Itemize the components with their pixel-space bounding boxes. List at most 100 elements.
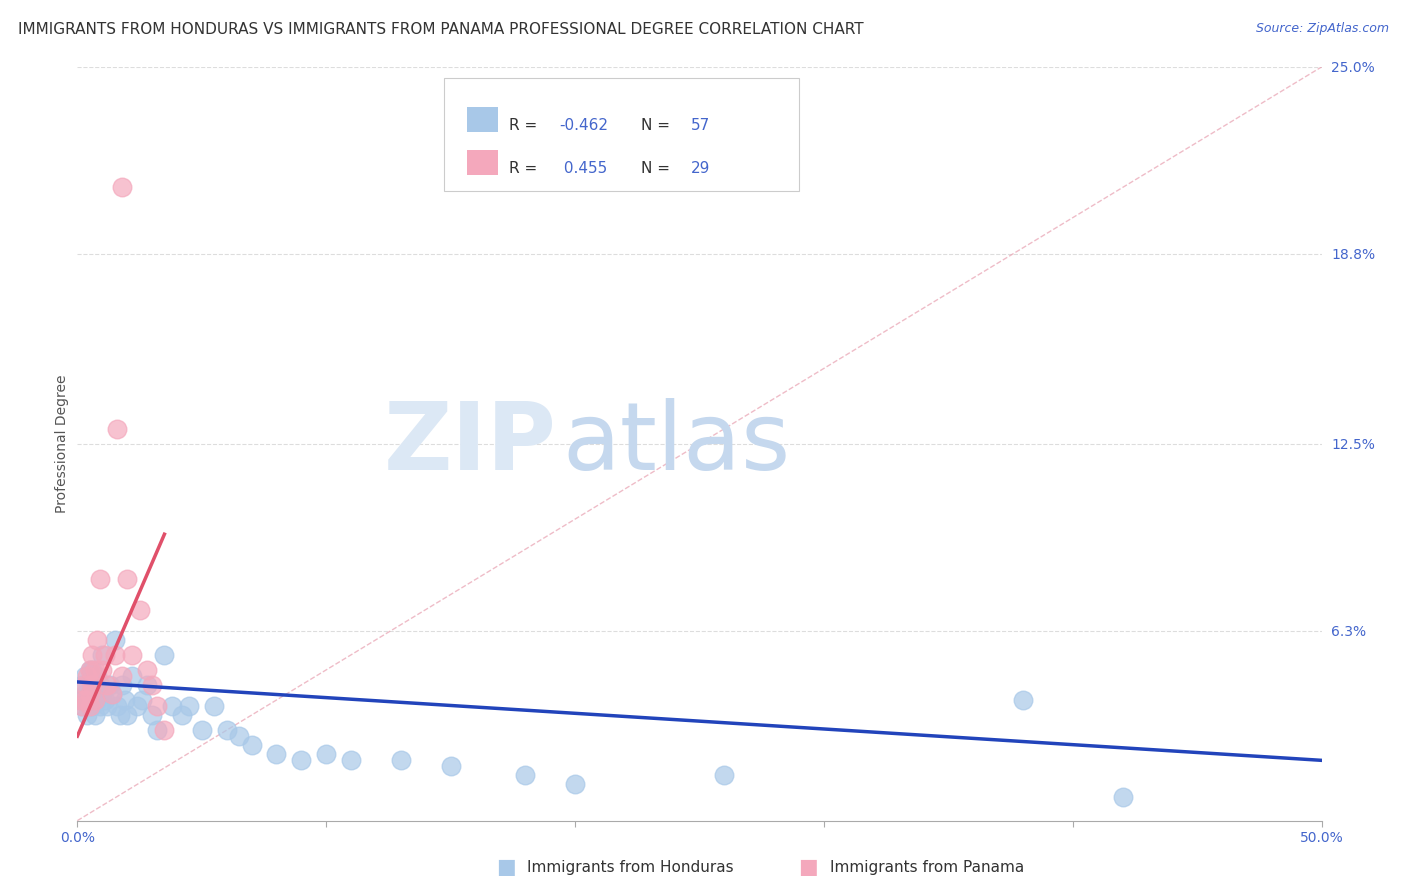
Point [1012, 693, 1035, 707]
Point [91, 663, 114, 677]
Text: Immigrants from Panama: Immigrants from Panama [830, 860, 1024, 874]
Point [98, 678, 121, 692]
Point [86, 693, 108, 707]
Text: ■: ■ [799, 857, 818, 877]
Point [1111, 789, 1133, 804]
Point [82, 678, 104, 692]
Point [440, 759, 463, 773]
Point [128, 602, 150, 616]
Point [179, 699, 201, 714]
Point [121, 648, 143, 662]
Point [72, 699, 94, 714]
Point [79, 687, 101, 701]
Point [111, 669, 134, 683]
Point [160, 699, 183, 714]
Point [125, 699, 148, 714]
Point [83, 663, 105, 677]
Text: 57: 57 [690, 119, 710, 133]
Point [153, 723, 176, 738]
Point [83, 687, 105, 701]
Point [76, 693, 98, 707]
Point [515, 768, 537, 782]
Point [290, 753, 312, 767]
Point [108, 708, 131, 723]
Point [111, 180, 134, 194]
Point [115, 573, 138, 587]
Point [136, 663, 159, 677]
Text: -0.462: -0.462 [558, 119, 607, 133]
Point [141, 678, 163, 692]
Point [101, 687, 124, 701]
Point [72, 678, 94, 692]
Point [89, 573, 111, 587]
Point [83, 693, 105, 707]
Point [240, 739, 263, 753]
Point [69, 693, 91, 707]
Point [69, 693, 91, 707]
Text: atlas: atlas [562, 398, 790, 490]
Point [111, 678, 134, 692]
Point [73, 693, 96, 707]
Point [91, 648, 114, 662]
Text: R =: R = [509, 161, 543, 176]
FancyBboxPatch shape [467, 150, 498, 175]
Point [146, 699, 169, 714]
Point [82, 663, 104, 677]
Point [82, 648, 104, 662]
Point [96, 678, 118, 692]
Point [266, 747, 288, 762]
Point [713, 768, 735, 782]
Point [83, 708, 105, 723]
Point [215, 723, 238, 738]
Point [79, 699, 101, 714]
Point [121, 669, 143, 683]
Point [79, 699, 101, 714]
Point [76, 708, 98, 723]
Point [114, 693, 136, 707]
Point [136, 678, 159, 692]
Text: ■: ■ [496, 857, 516, 877]
Text: Source: ZipAtlas.com: Source: ZipAtlas.com [1256, 22, 1389, 36]
Text: IMMIGRANTS FROM HONDURAS VS IMMIGRANTS FROM PANAMA PROFESSIONAL DEGREE CORRELATI: IMMIGRANTS FROM HONDURAS VS IMMIGRANTS F… [18, 22, 863, 37]
Point [146, 723, 169, 738]
Text: R =: R = [509, 119, 543, 133]
FancyBboxPatch shape [444, 78, 799, 191]
Point [141, 708, 163, 723]
Point [153, 648, 176, 662]
Text: Immigrants from Honduras: Immigrants from Honduras [527, 860, 734, 874]
Point [91, 687, 114, 701]
Point [105, 422, 128, 436]
Point [131, 693, 153, 707]
Point [315, 747, 337, 762]
Point [82, 699, 104, 714]
Point [73, 678, 96, 692]
Point [79, 687, 101, 701]
Point [86, 669, 108, 683]
Point [93, 693, 115, 707]
Point [79, 663, 101, 677]
Point [96, 699, 118, 714]
Point [564, 777, 586, 791]
FancyBboxPatch shape [467, 107, 498, 132]
Point [104, 632, 127, 647]
Point [89, 699, 111, 714]
Point [86, 632, 108, 647]
Text: N =: N = [641, 161, 675, 176]
Point [340, 753, 363, 767]
Point [115, 708, 138, 723]
Text: ZIP: ZIP [384, 398, 557, 490]
Text: N =: N = [641, 119, 675, 133]
Y-axis label: Professional Degree: Professional Degree [55, 375, 69, 513]
Point [73, 669, 96, 683]
Point [101, 687, 124, 701]
Point [389, 753, 412, 767]
Point [191, 723, 214, 738]
Point [79, 663, 101, 677]
Point [105, 699, 128, 714]
Point [89, 678, 111, 692]
Point [104, 648, 127, 662]
Point [73, 687, 96, 701]
Point [228, 729, 250, 743]
Point [93, 648, 115, 662]
Text: 0.455: 0.455 [558, 161, 607, 176]
